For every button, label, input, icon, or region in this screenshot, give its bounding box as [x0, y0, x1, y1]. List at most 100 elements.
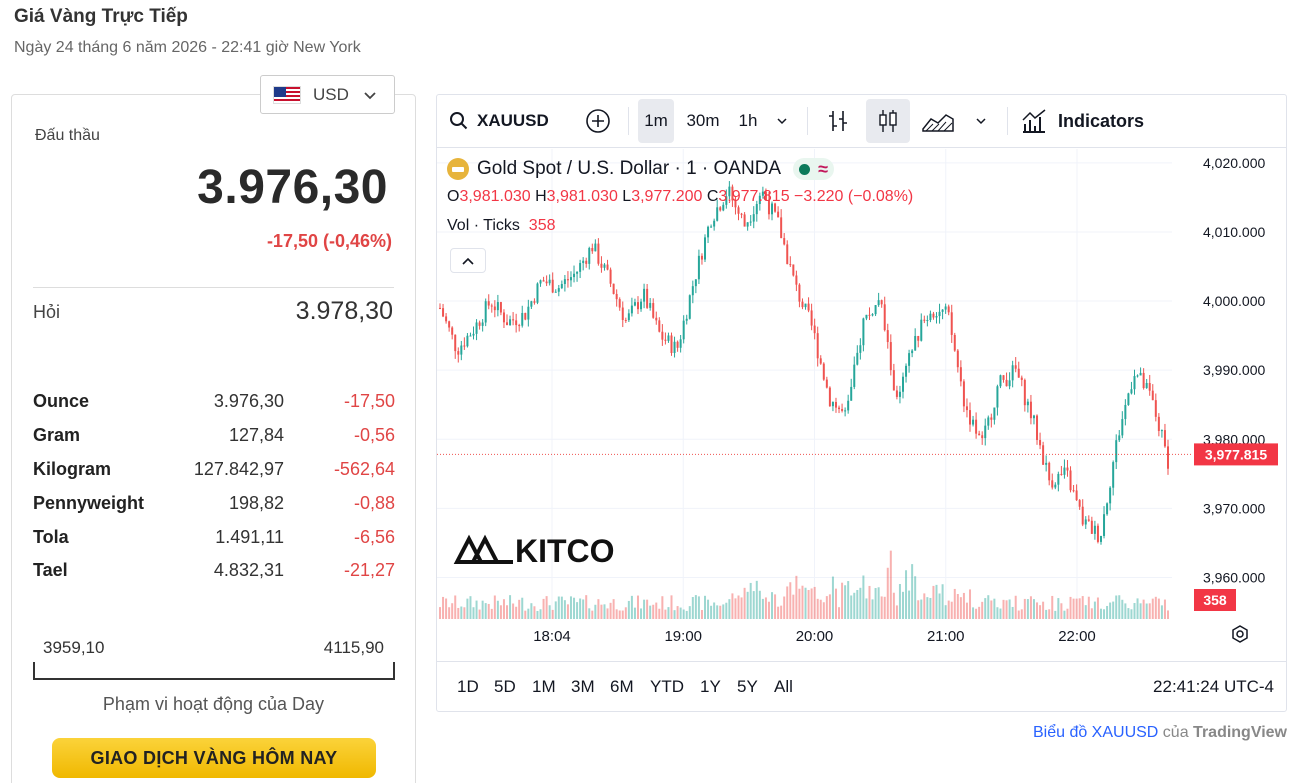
range-3m-button[interactable]: 3M: [571, 677, 595, 696]
volume-bar: [585, 595, 588, 619]
indicators-button[interactable]: Indicators: [1020, 99, 1144, 143]
range-6m-button[interactable]: 6M: [610, 677, 634, 696]
volume-bar: [704, 595, 707, 619]
search-icon: [450, 112, 468, 130]
interval-1m[interactable]: 1m: [638, 99, 674, 143]
candle-body: [1099, 535, 1102, 542]
divider: [1007, 107, 1008, 135]
volume-bar: [1090, 608, 1093, 619]
tradingview-brand[interactable]: TradingView: [1193, 724, 1287, 741]
candle-body: [1057, 473, 1060, 485]
candle-body: [731, 186, 734, 201]
interval-label: 1m: [644, 111, 668, 130]
candle-body: [630, 305, 633, 314]
volume-bar: [627, 600, 630, 619]
candle-body: [1163, 430, 1166, 447]
range-low: 3959,10: [43, 638, 105, 657]
candle-body: [576, 271, 579, 274]
volume-bar: [539, 609, 542, 619]
volume-label: Vol · Ticks: [447, 217, 520, 234]
volume-bar: [713, 602, 716, 619]
volume-bar: [542, 598, 545, 619]
high-label: H: [535, 188, 547, 205]
watermark-text: KITCO: [515, 533, 615, 569]
candle-body: [664, 339, 667, 341]
chart-clock[interactable]: 22:41:24 UTC-4: [1153, 677, 1274, 696]
chart-widget: XAUUSD 1m 30m 1h Indicators: [436, 94, 1287, 712]
volume-bar: [752, 591, 755, 619]
compare-button[interactable]: [581, 99, 615, 143]
volume-bar: [1109, 602, 1112, 619]
volume-bar: [603, 604, 606, 619]
candle-body: [886, 330, 889, 343]
volume-bar: [865, 598, 868, 619]
candle-body: [941, 309, 944, 312]
volume-bar: [908, 590, 911, 619]
volume-bar: [600, 604, 603, 619]
gear-icon[interactable]: [1232, 625, 1248, 643]
price-panel: Đấu thầu 3.976,30 -17,50 (-0,46%) Hỏi 3.…: [11, 94, 416, 783]
candle-body: [545, 281, 548, 284]
currency-select[interactable]: USD: [260, 75, 395, 114]
legend-collapse-button[interactable]: [450, 248, 486, 273]
candle-body: [591, 247, 594, 252]
volume-bar: [877, 587, 880, 619]
candle-body: [1023, 379, 1026, 406]
candle-body: [911, 350, 914, 354]
volume-bar: [670, 595, 673, 619]
market-status-badge[interactable]: ≈: [793, 158, 834, 180]
volume-bar: [472, 607, 475, 619]
price-chart[interactable]: 4,020.000 4,010.000 4,000.000 3,990.000 3,98…: [437, 149, 1287, 659]
gold-symbol-icon: [447, 158, 469, 180]
bar-style-button[interactable]: [820, 99, 856, 143]
area-style-button[interactable]: [919, 99, 957, 143]
range-5d-button[interactable]: 5D: [494, 677, 516, 696]
candle-body: [783, 238, 786, 245]
volume-bar: [1042, 601, 1045, 619]
candle-body: [1090, 520, 1093, 534]
last-price-badge: [1194, 443, 1278, 466]
range-all-button[interactable]: All: [774, 677, 793, 696]
low-value: 3,977.200: [631, 188, 703, 205]
candle-body: [597, 243, 600, 264]
range-ytd-button[interactable]: YTD: [650, 677, 684, 696]
chart-toolbar: XAUUSD 1m 30m 1h Indicators: [437, 95, 1286, 148]
candle-body: [734, 200, 737, 208]
volume-bar: [1163, 599, 1166, 619]
candle-body: [460, 345, 463, 355]
candle-body: [1118, 435, 1121, 441]
volume-bar: [512, 603, 515, 619]
volume-bar: [743, 587, 746, 619]
candle-body: [1008, 380, 1011, 387]
volume-bar: [493, 595, 496, 619]
volume-bar: [1148, 603, 1151, 619]
candle-body: [935, 316, 938, 318]
chart-source-link[interactable]: Biểu đồ XAUUSD: [1032, 724, 1159, 741]
trade-gold-button[interactable]: GIAO DỊCH VÀNG HÔM NAY: [52, 738, 376, 778]
candle-body: [594, 243, 597, 252]
symbol-search[interactable]: XAUUSD: [449, 99, 549, 143]
candle-body: [871, 314, 874, 316]
candle-body: [1039, 440, 1042, 446]
volume-bar: [929, 597, 932, 619]
interval-dropdown[interactable]: [770, 99, 794, 143]
interval-30m[interactable]: 30m: [681, 99, 725, 143]
x-tick-label: 20:00: [796, 628, 834, 645]
style-dropdown[interactable]: [969, 99, 993, 143]
candle-body: [588, 247, 591, 264]
range-5y-button[interactable]: 5Y: [737, 677, 758, 696]
volume-bar: [636, 595, 639, 619]
candle-body: [987, 417, 990, 426]
candle-body: [749, 221, 752, 223]
candle-style-button[interactable]: [866, 99, 910, 143]
volume-bar: [767, 601, 770, 619]
candle-body: [868, 314, 871, 316]
range-1d-button[interactable]: 1D: [457, 677, 479, 696]
volume-bar: [621, 610, 624, 619]
candle-body: [466, 335, 469, 347]
range-1m-button[interactable]: 1M: [532, 677, 556, 696]
volume-bar: [655, 602, 658, 619]
interval-1h[interactable]: 1h: [731, 99, 765, 143]
range-1y-button[interactable]: 1Y: [700, 677, 721, 696]
candle-body: [969, 410, 972, 425]
